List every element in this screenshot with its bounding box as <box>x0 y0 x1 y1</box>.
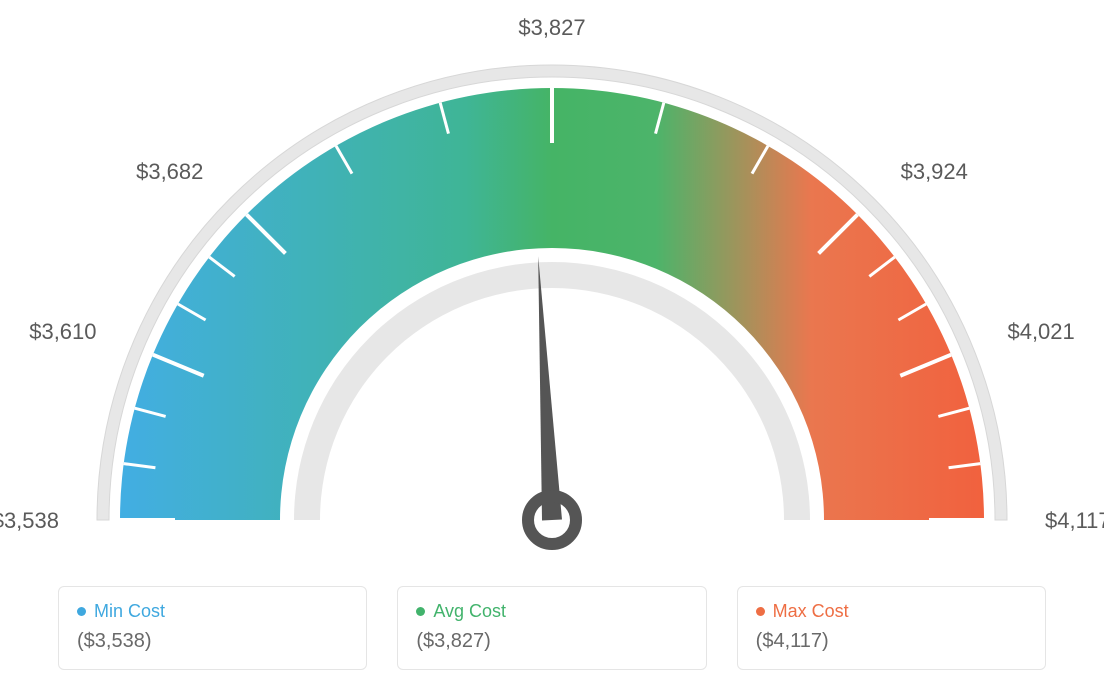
card-header: Avg Cost <box>416 601 687 622</box>
gauge-area: $3,538 $3,610 $3,682 $3,827 $3,924 $4,021 $4,1… <box>0 0 1104 560</box>
dot-icon <box>77 607 86 616</box>
tick-label: $4,117 <box>1045 508 1104 534</box>
avg-cost-card: Avg Cost ($3,827) <box>397 586 706 670</box>
card-header: Max Cost <box>756 601 1027 622</box>
min-cost-card: Min Cost ($3,538) <box>58 586 367 670</box>
tick-label: $3,610 <box>19 319 97 345</box>
avg-cost-value: ($3,827) <box>416 630 687 653</box>
min-cost-value: ($3,538) <box>77 630 348 653</box>
max-cost-card: Max Cost ($4,117) <box>737 586 1046 670</box>
dot-icon <box>416 607 425 616</box>
needle <box>538 256 562 520</box>
max-cost-value: ($4,117) <box>756 630 1027 653</box>
tick-label: $3,827 <box>512 15 592 41</box>
summary-row: Min Cost ($3,538) Avg Cost ($3,827) Max … <box>58 586 1046 670</box>
card-header: Min Cost <box>77 601 348 622</box>
tick-label: $3,924 <box>901 159 968 185</box>
dot-icon <box>756 607 765 616</box>
tick-label: $3,682 <box>125 159 203 185</box>
avg-cost-label: Avg Cost <box>433 601 506 622</box>
min-cost-label: Min Cost <box>94 601 165 622</box>
max-cost-label: Max Cost <box>773 601 849 622</box>
gauge-svg <box>0 0 1104 560</box>
tick-label: $3,538 <box>0 508 59 534</box>
tick-label: $4,021 <box>1007 319 1074 345</box>
gauge-chart-container: $3,538 $3,610 $3,682 $3,827 $3,924 $4,021 $4,1… <box>0 0 1104 690</box>
